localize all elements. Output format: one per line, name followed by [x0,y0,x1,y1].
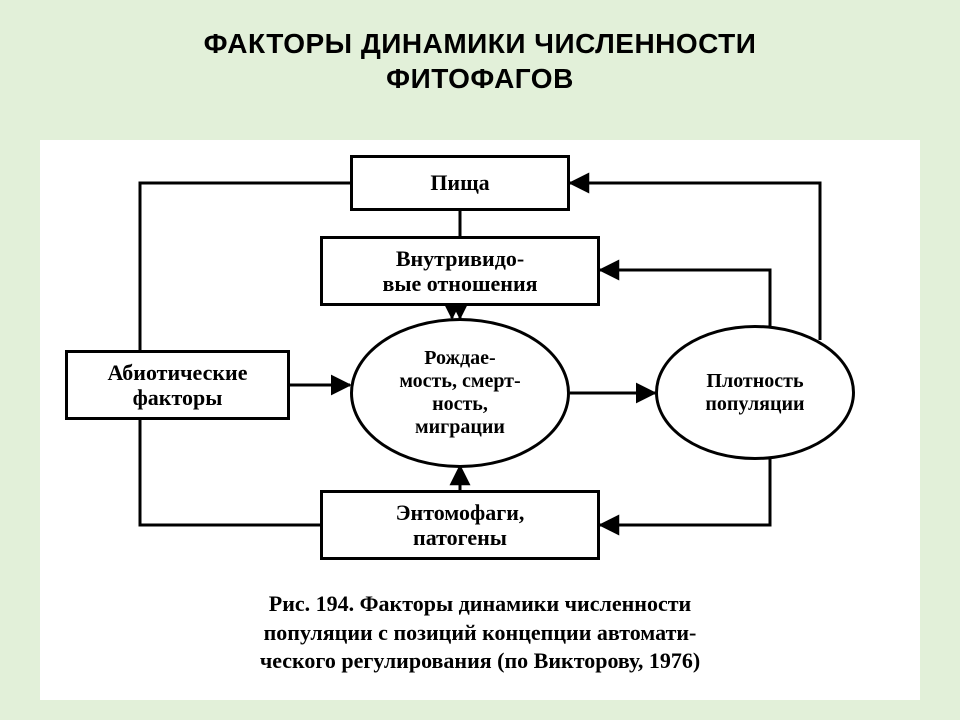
edge-7 [600,450,770,525]
page: ФАКТОРЫ ДИНАМИКИ ЧИСЛЕННОСТИ ФИТОФАГОВ П… [0,0,960,720]
node-intraspecific: Внутривидо- вые отношения [320,236,600,306]
node-abiotic: Абиотические факторы [65,350,290,420]
figure-caption: Рис. 194. Факторы динамики численности п… [120,590,840,676]
edge-9 [140,420,320,525]
node-density: Плотность популяции [655,325,855,460]
node-center: Рождае- мость, смерт- ность, миграции [350,318,570,468]
page-title: ФАКТОРЫ ДИНАМИКИ ЧИСЛЕННОСТИ ФИТОФАГОВ [0,26,960,96]
node-food: Пища [350,155,570,211]
edge-5 [570,183,820,340]
diagram-canvas: Пища Внутривидо- вые отношения Абиотически… [40,140,920,700]
node-entomo: Энтомофаги, патогены [320,490,600,560]
edge-8 [140,183,350,350]
